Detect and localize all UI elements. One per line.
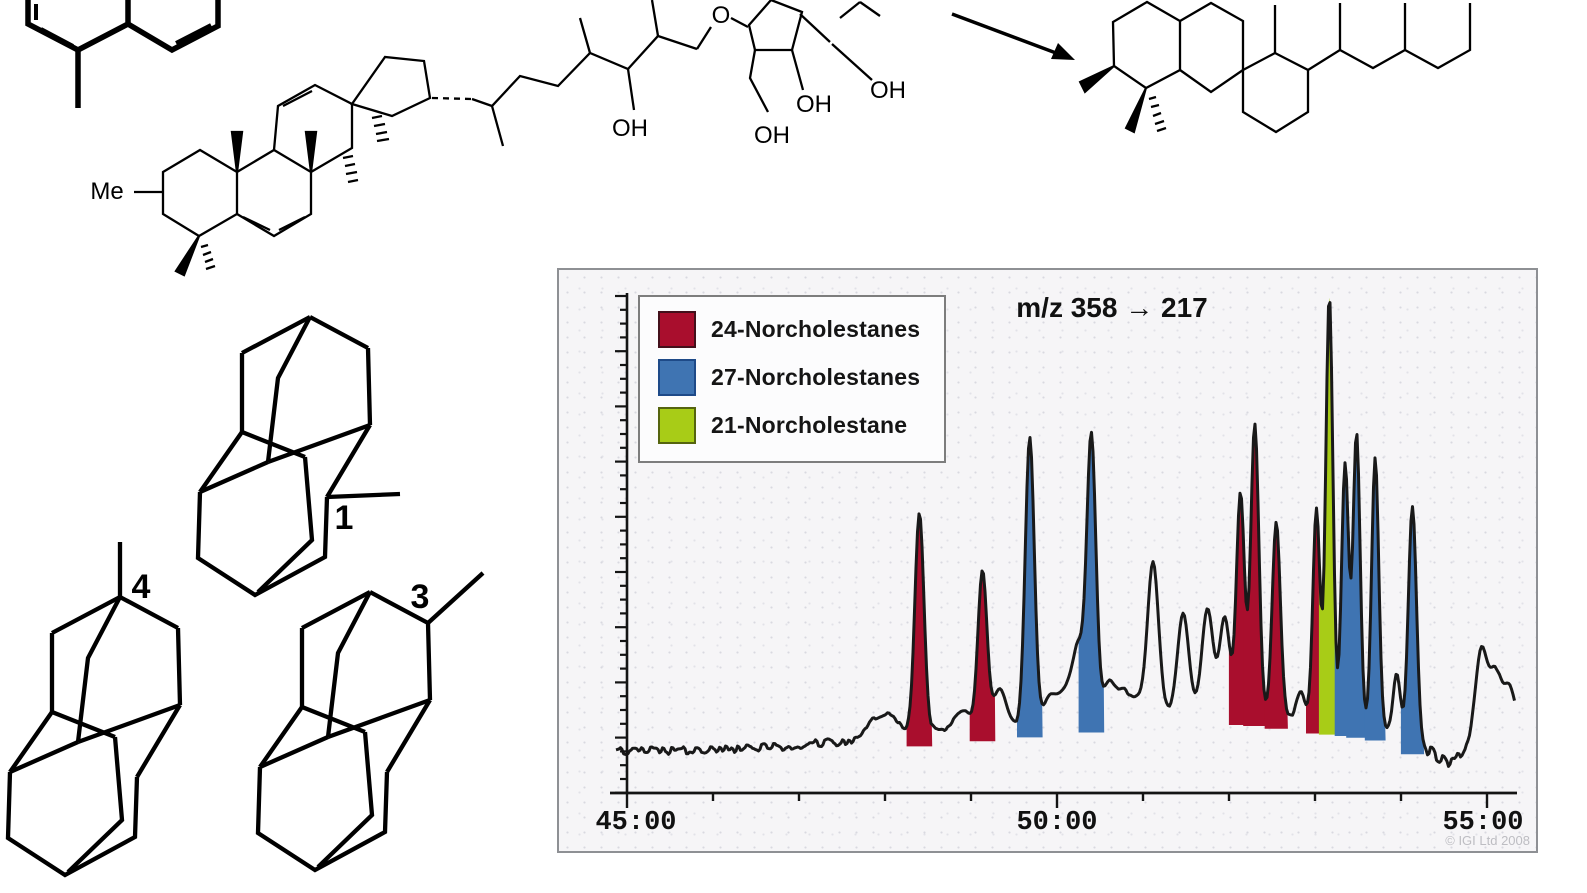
structure-4-number: 4 (132, 568, 151, 606)
x-axis-label: 45:00 (595, 808, 677, 838)
x-axis-label: 50:00 (1016, 808, 1098, 838)
legend-item: 24-Norcholestanes (658, 310, 944, 348)
x-axis-label: 55:00 (1442, 808, 1524, 838)
naphthalene-fragment-structure (25, 0, 221, 108)
reaction-arrow-icon (951, 12, 1075, 60)
legend: 24-Norcholestanes 27-Norcholestanes 21-N… (638, 295, 946, 463)
oh-label: OH (870, 77, 906, 104)
chromatogram-plot (610, 293, 1517, 808)
legend-label: 21-Norcholestane (711, 411, 908, 438)
structure-3-number: 3 (411, 578, 430, 616)
triterpenoid-product-structure (1078, 0, 1472, 134)
legend-label: 24-Norcholestanes (711, 315, 921, 342)
oh-label: OH (612, 115, 648, 142)
legend-item: 27-Norcholestanes (658, 358, 944, 396)
diamondoid-3-structure: 3 (255, 571, 485, 873)
legend-swatch-27-norcholestanes-icon (658, 358, 696, 396)
chart-title: m/z 358 → 217 (1016, 292, 1208, 323)
sterol-glycoside-structure: Me O OH OH OH OH (90, 0, 906, 277)
structure-1-number: 1 (335, 499, 354, 537)
o-label: O (712, 2, 731, 29)
legend-swatch-21-norcholestane-icon (658, 406, 696, 444)
oh-label: OH (754, 122, 790, 149)
legend-swatch-24-norcholestanes-icon (658, 310, 696, 348)
diamondoid-1-structure: 1 (195, 315, 401, 598)
copyright-text: © IGI Ltd 2008 (1445, 833, 1530, 848)
oh-label: OH (796, 91, 832, 118)
legend-item: 21-Norcholestane (658, 406, 944, 444)
me-label: Me (90, 178, 123, 205)
legend-label: 27-Norcholestanes (711, 363, 921, 390)
chromatogram-panel: 24-Norcholestanes 27-Norcholestanes 21-N… (557, 268, 1538, 853)
diamondoid-4-structure: 4 (5, 542, 183, 878)
